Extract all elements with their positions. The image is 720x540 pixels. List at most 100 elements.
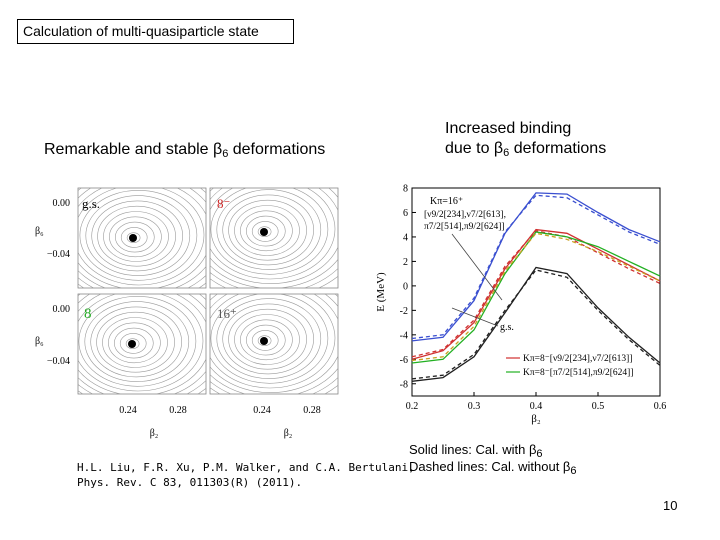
panel-label-gs: g.s. bbox=[82, 196, 100, 211]
contour-ytick: −0.04 bbox=[47, 356, 70, 367]
contour-xlabel: β₂ bbox=[284, 428, 293, 439]
contour-ring bbox=[103, 211, 169, 262]
series-line bbox=[411, 192, 661, 342]
series-line bbox=[411, 266, 661, 382]
page-number: 10 bbox=[663, 498, 678, 513]
annotation-gs-text: g.s. bbox=[500, 322, 514, 333]
contour-ring bbox=[216, 298, 322, 379]
annotation-pointer bbox=[451, 307, 499, 327]
right-heading-line2: due to β6 deformations bbox=[445, 139, 606, 160]
series-line bbox=[411, 228, 661, 360]
contour-ytick: −0.04 bbox=[47, 249, 70, 260]
y-tick-label: 6 bbox=[403, 208, 408, 219]
contour-ring bbox=[119, 333, 147, 354]
contour-ring bbox=[246, 215, 286, 247]
note-dashed-text: Dashed lines: Cal. without β bbox=[409, 459, 571, 474]
contour-xtick: 0.28 bbox=[303, 405, 321, 416]
x-tick-label: 0.4 bbox=[530, 401, 543, 412]
contour-figure: g.s. 8⁻ 8 16⁺ 0.00 −0.04 0.00 −0.04 β₆ β… bbox=[35, 187, 339, 439]
contour-ring bbox=[251, 330, 279, 351]
note-solid-text: Solid lines: Cal. with β bbox=[409, 442, 537, 457]
contour-ring bbox=[90, 306, 182, 378]
annotation-16plus-line1: Kπ=16⁺ bbox=[430, 196, 463, 207]
note-solid: Solid lines: Cal. with β6 bbox=[409, 442, 577, 460]
contour-ring bbox=[240, 210, 293, 252]
contour-ring bbox=[210, 188, 338, 284]
slide-title: Calculation of multi-quasiparticle state bbox=[17, 19, 294, 44]
right-heading-line2-text: due to β bbox=[445, 140, 504, 157]
series-line bbox=[411, 269, 661, 380]
y-tick-label: -2 bbox=[400, 306, 408, 317]
contour-ring bbox=[96, 311, 175, 373]
right-heading: Increased binding due to β6 deformations bbox=[445, 119, 606, 160]
legend-label: Kπ=8⁻[ν9/2[234],ν7/2[613]] bbox=[523, 354, 633, 364]
contour-ring bbox=[91, 200, 183, 272]
left-heading-subscript: 6 bbox=[222, 148, 229, 160]
contour-ring bbox=[210, 188, 336, 280]
y-tick-label: 8 bbox=[403, 184, 408, 195]
contour-ylabel: β₆ bbox=[35, 226, 44, 237]
minimum-dot bbox=[260, 337, 268, 345]
contour-ring bbox=[257, 226, 272, 238]
annotation-16plus-line2: [ν9/2[234],ν7/2[613], bbox=[424, 210, 506, 220]
contour-ring bbox=[222, 194, 314, 266]
contour-ring bbox=[246, 324, 286, 356]
contour-ring bbox=[97, 205, 176, 267]
x-tick-label: 0.5 bbox=[592, 401, 605, 412]
line-style-notes: Solid lines: Cal. with β6 Dashed lines: … bbox=[409, 442, 577, 477]
left-heading-tail: deformations bbox=[228, 141, 326, 158]
contour-ring bbox=[120, 227, 148, 248]
y-tick-label: 0 bbox=[403, 281, 408, 292]
right-heading-line1: Increased binding bbox=[445, 120, 572, 137]
contour-ring bbox=[78, 294, 204, 392]
series-line bbox=[411, 232, 661, 362]
x-tick-label: 0.3 bbox=[468, 401, 481, 412]
note-solid-subscript: 6 bbox=[536, 448, 543, 460]
citation-line2: Phys. Rev. C 83, 011303(R) (2011). bbox=[77, 476, 303, 489]
x-axis-label: β₂ bbox=[531, 413, 541, 425]
contour-ring bbox=[114, 327, 154, 359]
minimum-dot bbox=[128, 340, 136, 348]
contour-ring bbox=[115, 221, 155, 253]
legend-label: Kπ=8⁻[π7/2[514],π9/2[624]] bbox=[523, 368, 634, 378]
note-dashed-subscript: 6 bbox=[570, 465, 577, 477]
contour-ring bbox=[108, 322, 161, 364]
contour-ring bbox=[125, 338, 140, 349]
x-tick-label: 0.2 bbox=[406, 401, 419, 412]
contour-ytick: 0.00 bbox=[53, 304, 71, 315]
contour-ring bbox=[78, 188, 205, 286]
contour-ring bbox=[216, 189, 322, 270]
contour-ring bbox=[102, 317, 168, 368]
contour-ring bbox=[210, 294, 329, 384]
series-line bbox=[411, 194, 661, 340]
contour-ring bbox=[210, 294, 338, 393]
right-heading-tail: deformations bbox=[509, 140, 607, 157]
contour-ring bbox=[228, 199, 307, 261]
annotation-16plus: Kπ=16⁺ [ν9/2[234],ν7/2[613], π7/2[514],π… bbox=[424, 196, 506, 301]
contour-xtick: 0.24 bbox=[119, 405, 137, 416]
y-tick-label: -6 bbox=[400, 355, 408, 366]
contour-ring bbox=[234, 314, 300, 365]
contour-ring bbox=[228, 308, 307, 370]
contour-ring bbox=[84, 301, 190, 382]
contour-ring bbox=[251, 221, 279, 242]
y-tick-label: -8 bbox=[400, 379, 408, 390]
contour-ring bbox=[109, 216, 162, 258]
contour-ring bbox=[126, 232, 141, 244]
contour-ring bbox=[257, 335, 272, 346]
contour-panel-16plus: 16⁺ bbox=[209, 293, 339, 395]
contour-xtick: 0.24 bbox=[253, 405, 271, 416]
series-line bbox=[411, 231, 661, 364]
annotation-pointer bbox=[451, 233, 503, 301]
left-heading-text: Remarkable and stable β bbox=[44, 141, 223, 158]
panel-label-8: 8 bbox=[84, 306, 92, 322]
contour-xlabel: β₂ bbox=[150, 428, 159, 439]
annotation-gs: g.s. bbox=[451, 307, 514, 333]
annotation-16plus-line3: π7/2[514],π9/2[624]] bbox=[424, 222, 505, 232]
contour-ylabel: β₆ bbox=[35, 336, 44, 347]
note-dashed: Dashed lines: Cal. without β6 bbox=[409, 459, 577, 477]
contour-ring bbox=[210, 188, 329, 275]
chart-legend: Kπ=8⁻[ν9/2[234],ν7/2[613]] Kπ=8⁻[π7/2[51… bbox=[506, 354, 634, 378]
y-tick-label: 4 bbox=[403, 232, 408, 243]
